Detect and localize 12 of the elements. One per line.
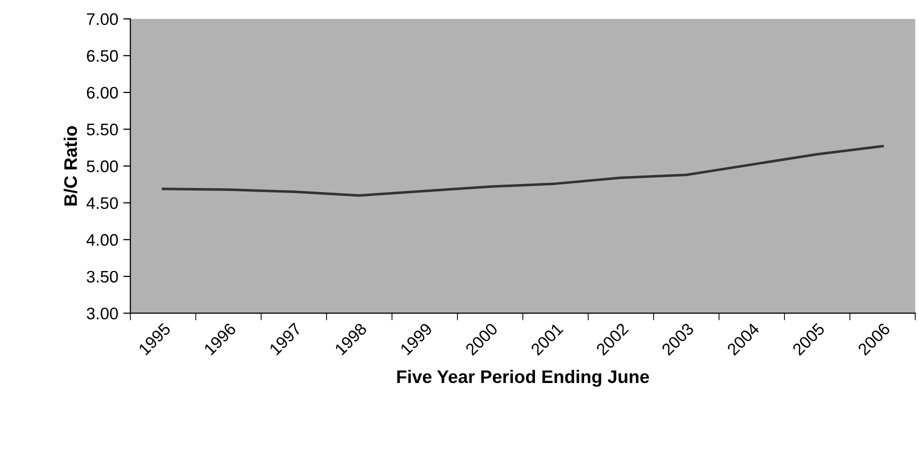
line-series [162,144,884,197]
y-tick-label: 3.00 [86,308,118,320]
y-tick-label: 5.00 [86,160,118,172]
y-axis-title: B/C Ratio [64,126,78,206]
y-tick-label: 4.00 [86,234,118,246]
x-axis-title: Five Year Period Ending June [397,370,649,387]
y-tick-label: 7.00 [86,13,118,26]
y-tick-label: 6.50 [86,50,118,62]
y-tick-label: 3.50 [86,270,118,283]
y-tick-label: 6.00 [86,86,118,99]
y-tick-label: 4.50 [86,197,118,210]
y-tick-label: 5.50 [86,124,118,136]
